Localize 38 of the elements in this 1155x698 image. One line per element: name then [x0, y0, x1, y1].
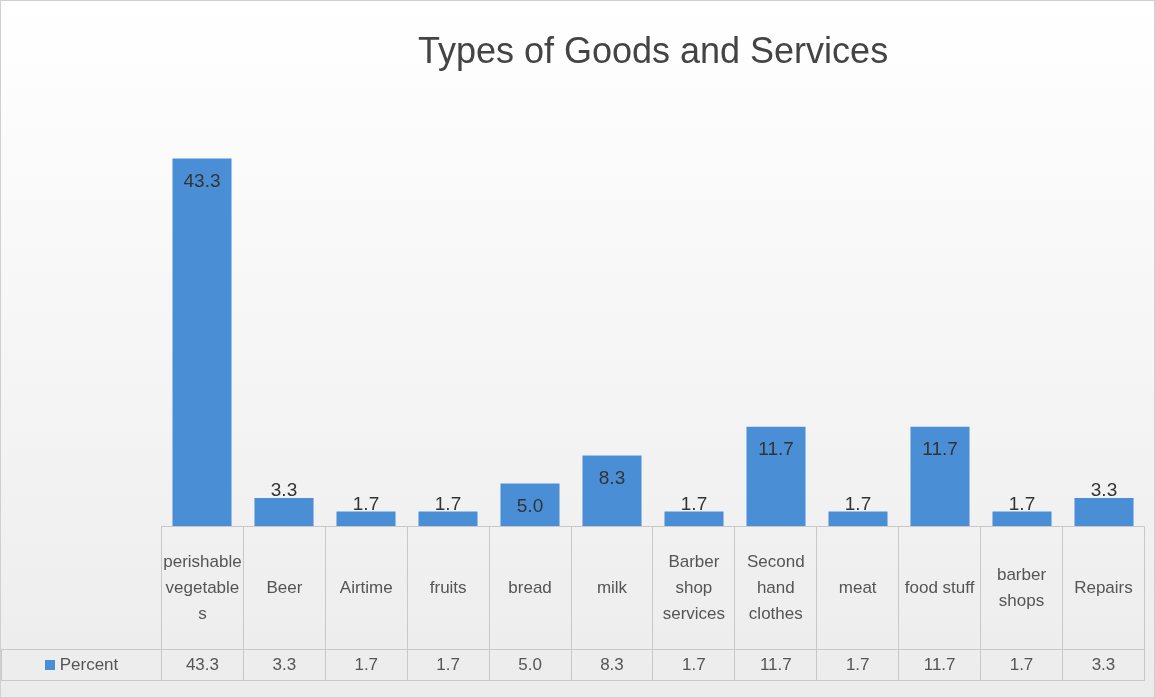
- data-label: 11.7: [734, 649, 817, 681]
- x-tick-label: Beer: [243, 526, 326, 650]
- x-tick-label: Second hand clothes: [734, 526, 817, 650]
- text: 43.3: [183, 169, 221, 191]
- data-label: 5.0: [489, 649, 572, 681]
- data-label: 11.7: [898, 649, 981, 681]
- text: 3.3: [1090, 479, 1118, 500]
- data-label: 3.3: [243, 649, 326, 681]
- text: 11.7: [758, 437, 794, 459]
- x-tick-label: bread: [489, 526, 572, 650]
- data-label: 1.7: [652, 649, 735, 681]
- chart-title: Types of Goods and Services: [417, 29, 889, 71]
- data-label: 1.7: [325, 649, 408, 681]
- text: 3.3: [270, 479, 298, 500]
- data-label: 8.3: [571, 649, 653, 681]
- x-tick-label: milk: [571, 526, 653, 650]
- x-tick-label: Repairs: [1062, 526, 1145, 650]
- x-tick-label: barber shops: [980, 526, 1063, 650]
- text: 1.7: [1008, 492, 1036, 514]
- data-label: 43.3: [161, 649, 244, 681]
- x-tick-label: meat: [816, 526, 899, 650]
- data-label: 1.7: [407, 649, 490, 681]
- legend-label: Percent: [1, 649, 162, 681]
- text: 1.7: [434, 492, 462, 514]
- x-tick-label: Airtime: [325, 526, 408, 650]
- x-tick-label: food stuff: [898, 526, 981, 650]
- x-tick-label: perishable vegetables: [161, 526, 244, 650]
- text: 5.0: [516, 494, 544, 516]
- data-label: 3.3: [1062, 649, 1145, 681]
- data-label: 1.7: [980, 649, 1063, 681]
- data-label: 1.7: [816, 649, 899, 681]
- text: 1.7: [680, 492, 708, 514]
- text: 11.7: [922, 437, 958, 459]
- x-tick-label: fruits: [407, 526, 490, 650]
- text: 1.7: [352, 492, 380, 514]
- text: 1.7: [844, 492, 872, 514]
- x-tick-label: Barber shop services: [652, 526, 735, 650]
- text: 8.3: [598, 466, 626, 488]
